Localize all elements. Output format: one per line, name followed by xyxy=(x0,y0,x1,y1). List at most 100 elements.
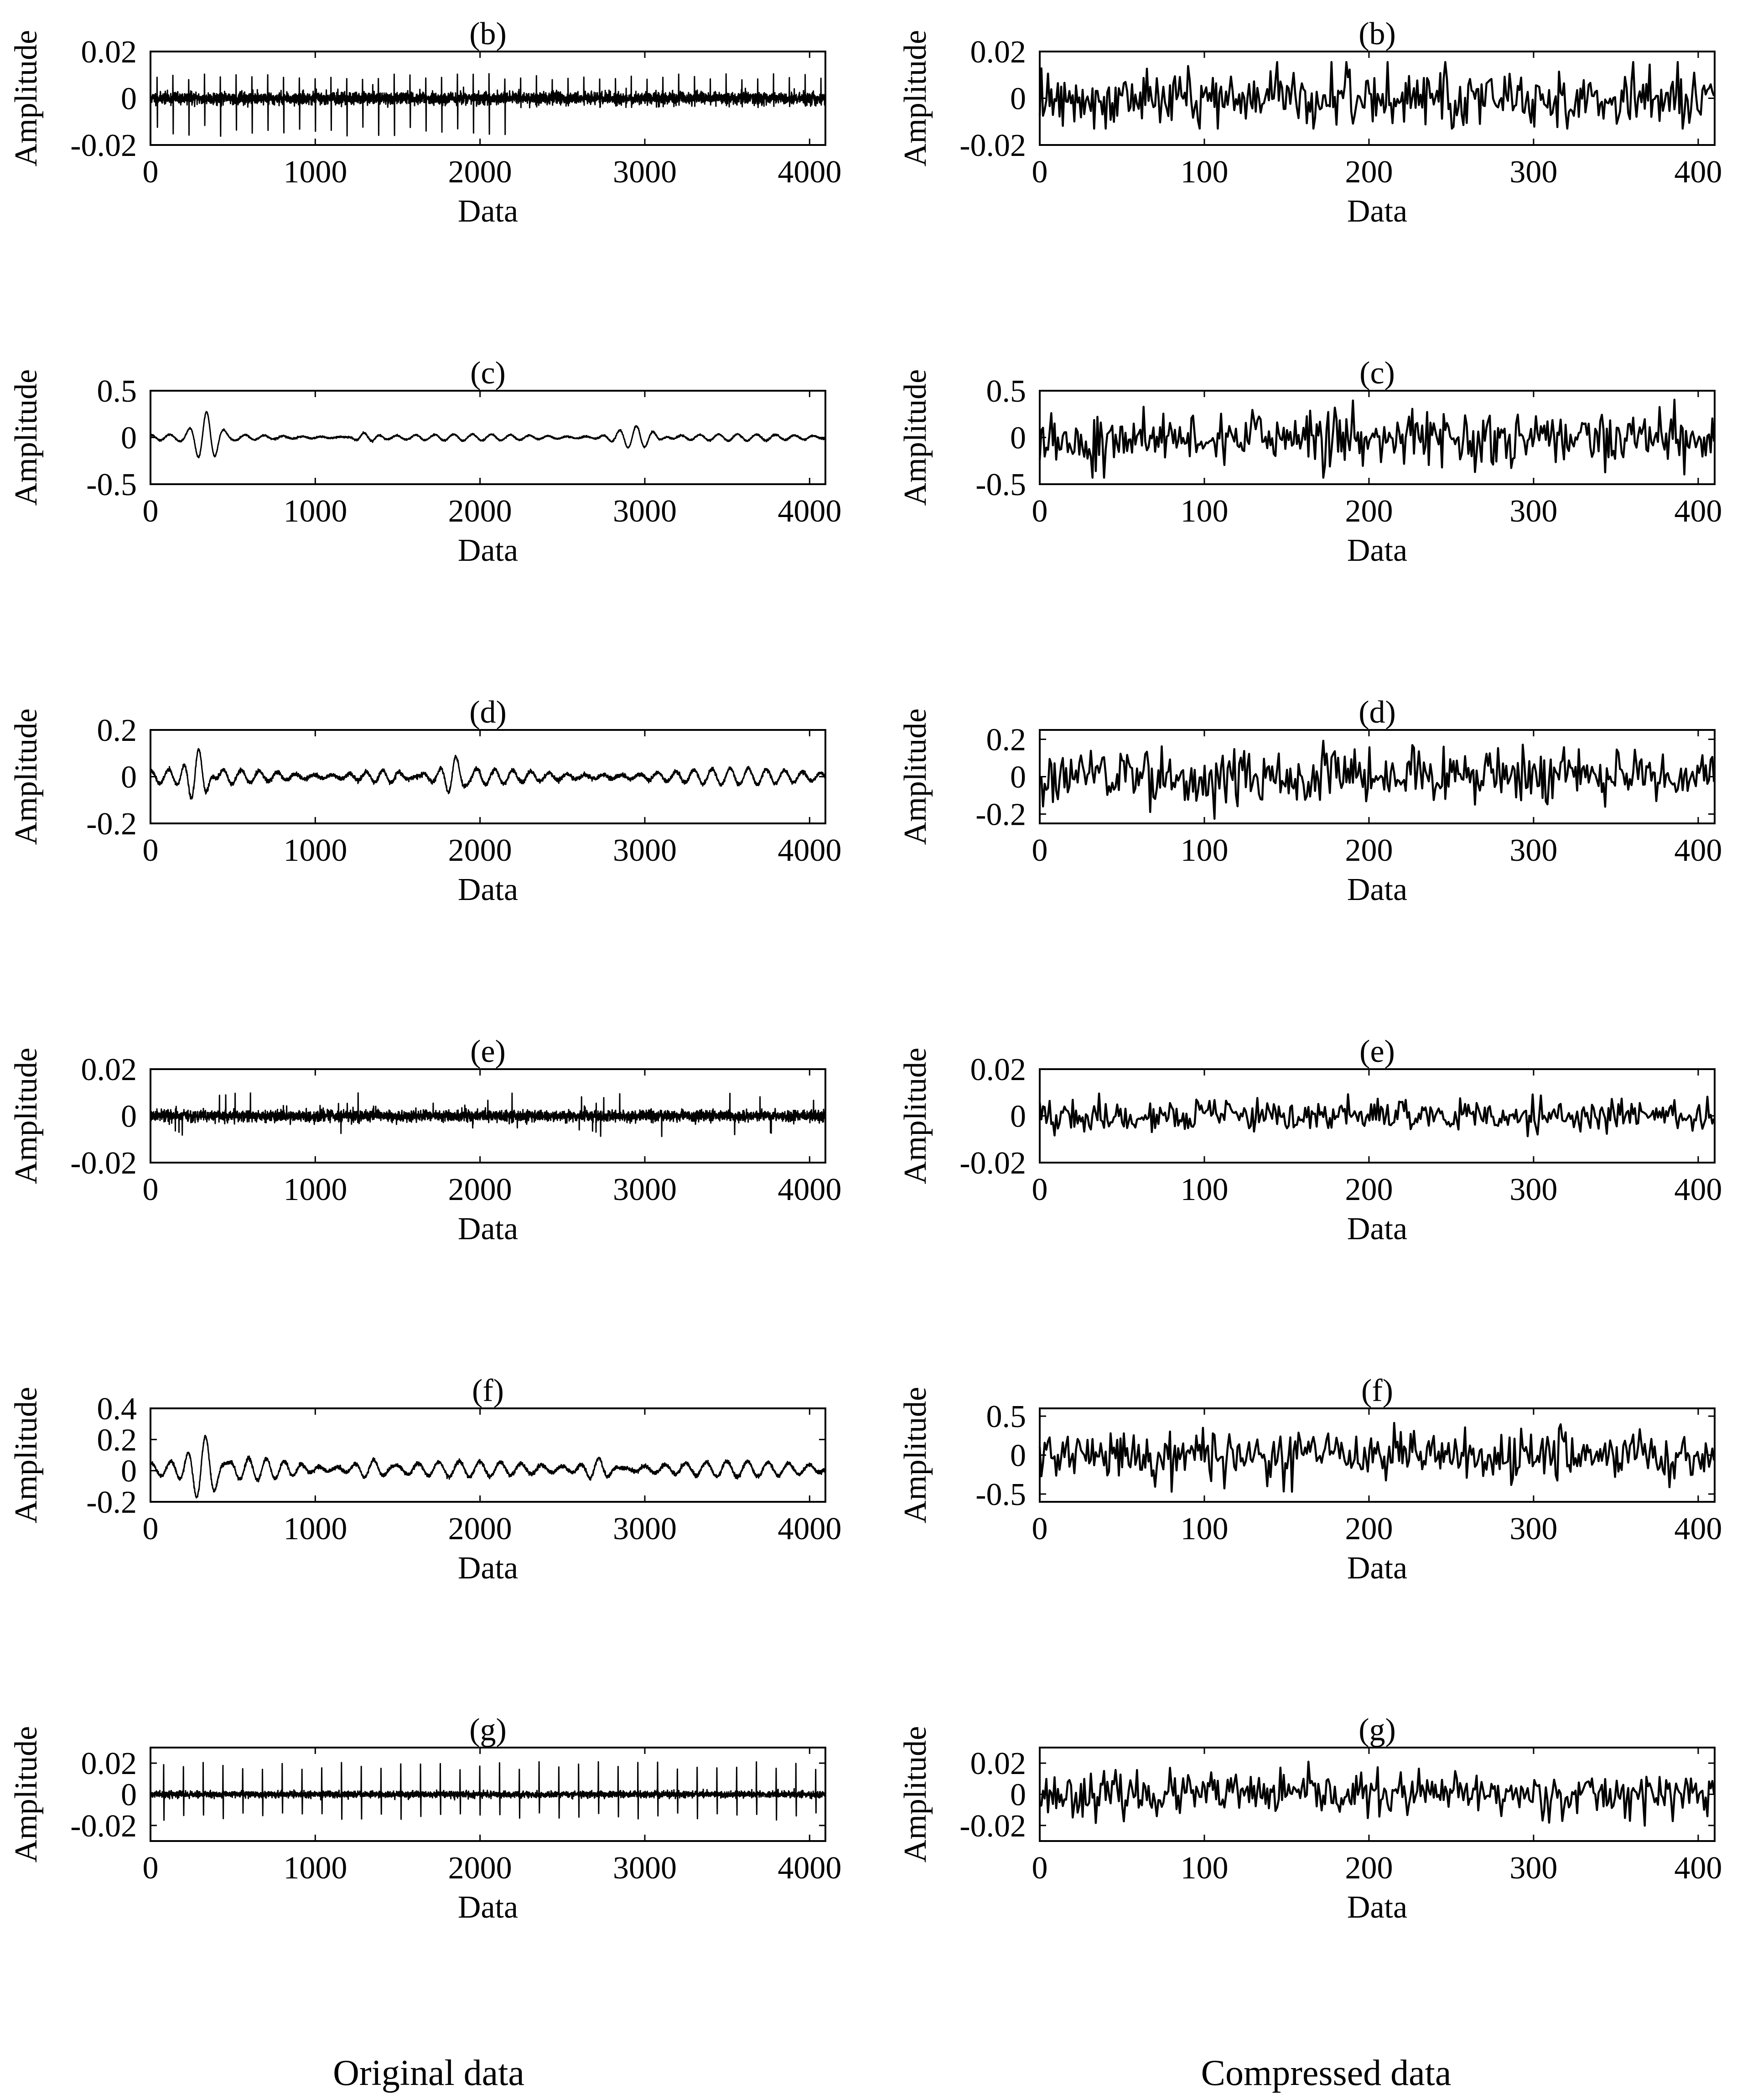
x-tick-label: 1000 xyxy=(283,1851,347,1886)
x-tick-label: 200 xyxy=(1345,155,1393,190)
x-tick-label: 2000 xyxy=(448,1172,512,1207)
x-tick-label: 1000 xyxy=(283,155,347,190)
chart-d-orig: (d)0 1000 2000 3000 4000-0.200.2DataAmplitud… xyxy=(9,695,841,907)
series-line xyxy=(1038,1092,1715,1138)
chart-title: (e) xyxy=(1359,1034,1395,1069)
plot-frame xyxy=(150,729,826,824)
series-line xyxy=(150,748,825,800)
x-tick-label: 300 xyxy=(1509,833,1557,868)
y-tick-label: 0 xyxy=(121,760,137,795)
x-tick-label: 0 xyxy=(1032,494,1048,529)
chart-title: (b) xyxy=(469,16,507,52)
x-tick-label: 1000 xyxy=(283,1511,347,1547)
chart-b-orig: (b)0 1000 2000 3000 4000-0.0200.02DataAmplit… xyxy=(9,16,841,229)
y-tick-label: 0 xyxy=(121,82,137,117)
series-line xyxy=(150,1434,825,1499)
y-tick-label: -0.5 xyxy=(975,467,1026,502)
y-axis-label: Amplitude xyxy=(898,1387,933,1523)
x-tick-label: 300 xyxy=(1509,1511,1557,1547)
y-tick-label: -0.5 xyxy=(975,1477,1026,1512)
x-tick-label: 3000 xyxy=(613,155,677,190)
x-axis-label: Data xyxy=(1347,1890,1407,1925)
x-tick-label: 2000 xyxy=(448,1511,512,1547)
x-tick-label: 1000 xyxy=(283,1172,347,1207)
series-line xyxy=(1038,61,1715,130)
caption-compressed-data: Compressed data xyxy=(1201,2053,1452,2093)
series-line xyxy=(1038,398,1715,479)
chart-title: (d) xyxy=(469,695,507,730)
chart-title: (b) xyxy=(1358,16,1396,52)
y-tick-label: -0.5 xyxy=(86,467,137,502)
x-tick-label: 3000 xyxy=(613,833,677,868)
y-tick-label: 0 xyxy=(121,1099,137,1134)
y-tick-label: 0 xyxy=(1010,1099,1026,1134)
x-axis-label: Data xyxy=(458,533,518,568)
x-tick-label: 100 xyxy=(1180,1172,1228,1207)
x-axis-label: Data xyxy=(458,1890,518,1925)
y-tick-label: 0.02 xyxy=(81,35,137,70)
y-tick-label: 0 xyxy=(1010,1778,1026,1813)
x-tick-label: 0 xyxy=(143,1172,159,1207)
y-axis-label: Amplitude xyxy=(9,1726,44,1862)
y-tick-label: 0.2 xyxy=(97,1422,137,1458)
x-tick-label: 0 xyxy=(143,494,159,529)
x-tick-label: 0 xyxy=(1032,1511,1048,1547)
y-tick-label: -0.02 xyxy=(70,128,137,163)
y-axis-label: Amplitude xyxy=(9,709,44,845)
x-axis-label: Data xyxy=(458,872,518,907)
chart-c-orig: (c)0 1000 2000 3000 4000-0.500.5DataAmplitud… xyxy=(9,356,841,568)
y-tick-label: 0 xyxy=(1010,1438,1026,1474)
series-line xyxy=(150,1092,825,1137)
y-axis-label: Amplitude xyxy=(9,369,44,506)
y-tick-label: -0.2 xyxy=(975,797,1026,833)
chart-e-orig: (e)0 1000 2000 3000 4000-0.0200.02DataAmplit… xyxy=(9,1034,841,1247)
x-tick-label: 0 xyxy=(1032,155,1048,190)
y-tick-label: 0 xyxy=(121,421,137,456)
chart-f-orig: (f)0 1000 2000 3000 4000-0.200.20.4DataAmpli… xyxy=(9,1373,841,1586)
y-tick-label: 0 xyxy=(121,1454,137,1489)
chart-title: (g) xyxy=(469,1712,507,1748)
x-tick-label: 1000 xyxy=(283,833,347,868)
x-axis-label: Data xyxy=(458,1551,518,1586)
series-line xyxy=(1038,1422,1715,1493)
series-line xyxy=(1039,1760,1715,1827)
x-tick-label: 0 xyxy=(143,155,159,190)
caption-original-data: Original data xyxy=(333,2053,524,2093)
x-tick-label: 4000 xyxy=(778,1851,841,1886)
y-axis-label: Amplitude xyxy=(9,30,44,166)
y-axis-label: Amplitude xyxy=(898,30,933,166)
plot-frame xyxy=(1039,1747,1716,1842)
y-tick-label: -0.2 xyxy=(86,807,137,842)
y-axis-label: Amplitude xyxy=(9,1387,44,1523)
x-tick-label: 400 xyxy=(1674,1851,1722,1886)
series-line xyxy=(150,73,825,137)
x-tick-label: 1000 xyxy=(283,494,347,529)
x-tick-label: 100 xyxy=(1180,1851,1228,1886)
x-tick-label: 100 xyxy=(1180,494,1228,529)
y-tick-label: 0 xyxy=(1010,82,1026,117)
x-axis-label: Data xyxy=(1347,872,1407,907)
y-tick-label: 0.5 xyxy=(986,1399,1027,1434)
x-tick-label: 300 xyxy=(1509,1851,1557,1886)
y-axis-label: Amplitude xyxy=(9,1048,44,1184)
chart-title: (g) xyxy=(1358,1712,1396,1748)
x-tick-label: 300 xyxy=(1509,155,1557,190)
x-tick-label: 100 xyxy=(1180,833,1228,868)
y-tick-label: 0.5 xyxy=(97,374,137,409)
y-tick-label: -0.02 xyxy=(959,128,1026,163)
x-axis-label: Data xyxy=(458,1211,518,1247)
x-tick-label: 0 xyxy=(143,1511,159,1547)
y-tick-label: -0.2 xyxy=(86,1485,137,1520)
x-tick-label: 400 xyxy=(1674,494,1722,529)
y-axis-label: Amplitude xyxy=(898,709,933,845)
y-tick-label: -0.02 xyxy=(959,1146,1026,1181)
x-tick-label: 100 xyxy=(1180,155,1228,190)
chart-title: (e) xyxy=(470,1034,506,1069)
x-tick-label: 400 xyxy=(1674,1511,1722,1547)
y-tick-label: 0.02 xyxy=(970,1746,1027,1781)
x-tick-label: 2000 xyxy=(448,1851,512,1886)
x-tick-label: 0 xyxy=(1032,1172,1048,1207)
